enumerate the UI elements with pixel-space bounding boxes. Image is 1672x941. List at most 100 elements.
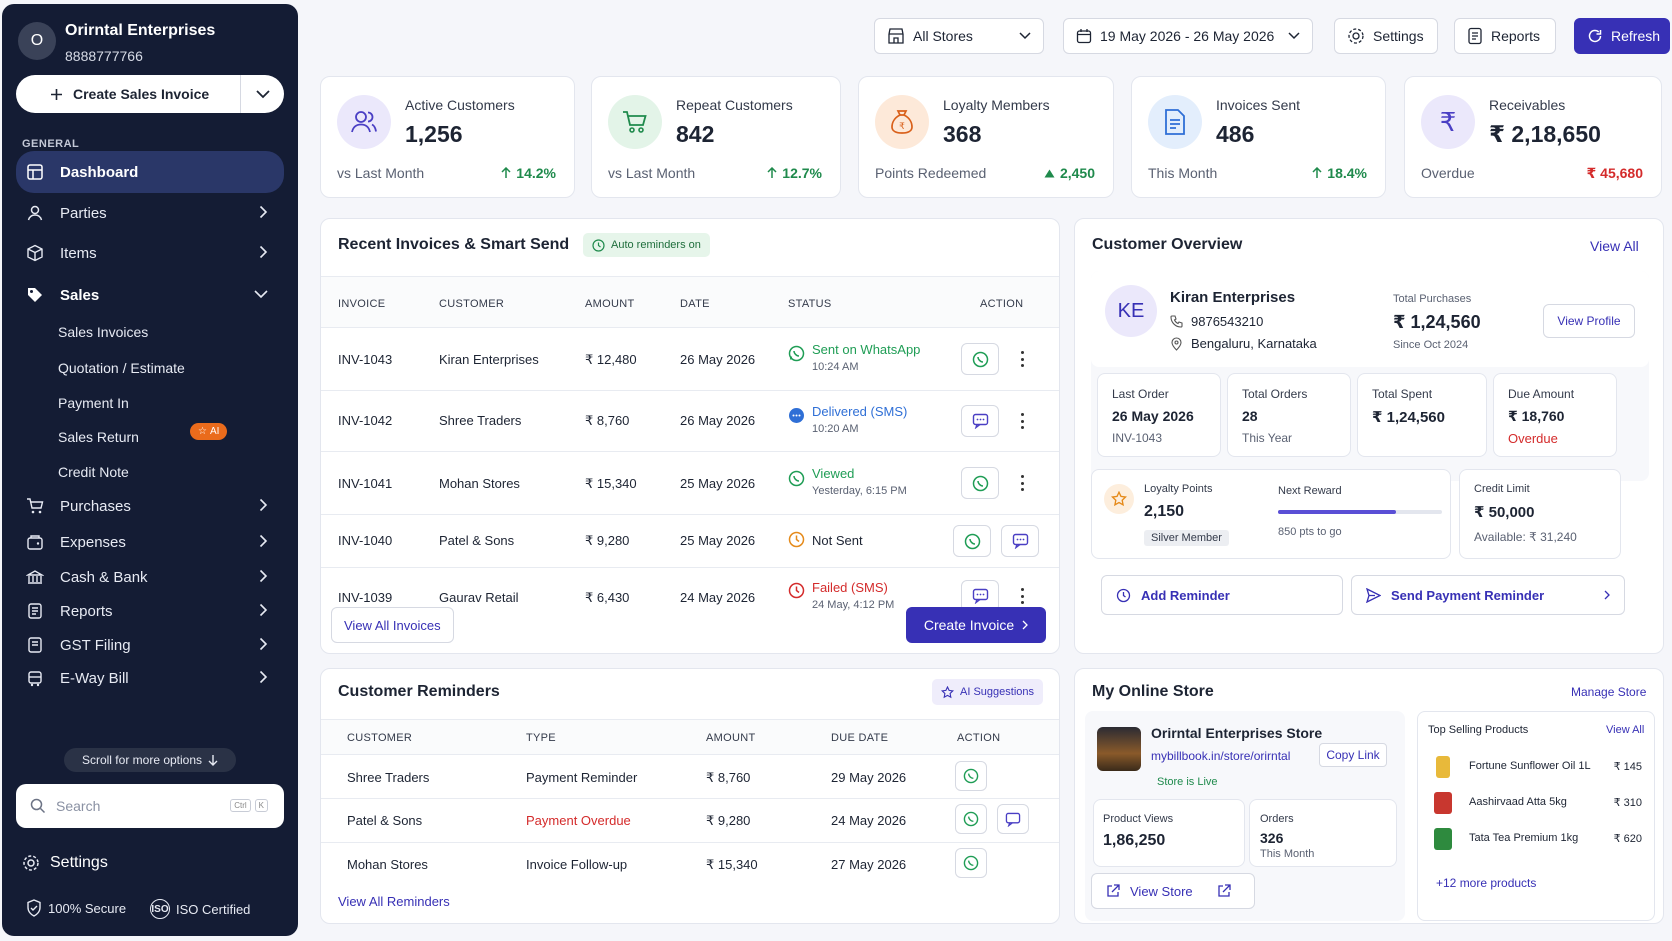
overview-view-all-link[interactable]: View All — [1590, 238, 1639, 254]
whatsapp-remind-button[interactable] — [955, 804, 987, 834]
sidebar-item-parties[interactable]: Parties — [16, 195, 284, 231]
sidebar-sub-sales-return[interactable]: Sales Return — [58, 429, 139, 445]
sidebar-item-gst-filing[interactable]: GST Filing — [16, 627, 284, 663]
stat-card-invoices-sent[interactable]: Invoices Sent 486 This Month 18.4% — [1131, 76, 1386, 198]
table-row[interactable]: INV-1039 Gaurav Retail ₹ 6,430 24 May 20… — [321, 568, 1059, 624]
external-link-icon — [1106, 884, 1120, 898]
sidebar-sub-payment-in[interactable]: Payment In — [58, 395, 129, 411]
list-item[interactable]: Aashirvaad Atta 5kg ₹ 310 — [1418, 786, 1654, 820]
date-range-picker[interactable]: 19 May 2026 - 26 May 2026 — [1063, 18, 1313, 54]
avatar[interactable]: O — [18, 22, 56, 60]
sidebar-item-sales[interactable]: Sales — [16, 277, 284, 313]
sidebar-item-purchases[interactable]: Purchases — [16, 488, 284, 524]
sms-send-button[interactable] — [1001, 525, 1039, 557]
sidebar-item-eway-bill[interactable]: E-Way Bill — [16, 660, 284, 696]
stat-change-value: 18.4% — [1327, 165, 1367, 181]
send-reminder-label: Send Payment Reminder — [1391, 587, 1545, 603]
view-profile-button[interactable]: View Profile — [1543, 304, 1635, 338]
more-options-icon[interactable] — [1020, 351, 1024, 367]
whatsapp-send-button[interactable] — [953, 525, 991, 557]
add-reminder-button[interactable]: Add Reminder — [1101, 575, 1343, 615]
whatsapp-remind-button[interactable] — [955, 761, 987, 791]
cart-icon — [608, 95, 662, 149]
send-payment-reminder-button[interactable]: Send Payment Reminder — [1351, 575, 1625, 615]
view-store-button[interactable]: View Store — [1091, 873, 1255, 909]
sidebar-settings[interactable]: Settings — [22, 854, 108, 872]
sidebar-item-cash-bank[interactable]: Cash & Bank — [16, 559, 284, 595]
view-all-reminders-link[interactable]: View All Reminders — [338, 894, 450, 909]
gear-icon — [1347, 27, 1365, 45]
whatsapp-remind-button[interactable] — [955, 848, 987, 878]
invoice-number[interactable]: INV-1040 — [338, 533, 393, 548]
reports-button[interactable]: Reports — [1454, 18, 1556, 54]
table-row[interactable]: INV-1040 Patel & Sons ₹ 9,280 25 May 202… — [321, 515, 1059, 567]
create-invoice-main[interactable]: Create Sales Invoice — [16, 75, 240, 113]
whatsapp-send-button[interactable] — [961, 343, 999, 375]
loyalty-box: Loyalty Points 2,150 Silver Member Next … — [1091, 469, 1451, 559]
sidebar-item-dashboard[interactable]: Dashboard — [16, 151, 284, 193]
table-row[interactable]: Patel & Sons Payment Overdue ₹ 9,280 24 … — [321, 799, 1059, 842]
sms-send-button[interactable] — [961, 580, 999, 612]
col-status: STATUS — [788, 298, 832, 310]
copy-link-button[interactable]: Copy Link — [1319, 743, 1387, 767]
top-products-view-all[interactable]: View All — [1606, 724, 1645, 736]
invoice-number[interactable]: INV-1042 — [338, 413, 393, 428]
scroll-more-pill[interactable]: Scroll for more options — [64, 748, 236, 772]
invoice-date: 25 May 2026 — [680, 533, 756, 548]
store-filter-select[interactable]: All Stores — [874, 18, 1044, 54]
table-header: CUSTOMER TYPE AMOUNT DUE DATE ACTION — [321, 720, 1059, 754]
sidebar-sub-credit-note[interactable]: Credit Note — [58, 464, 129, 480]
table-row[interactable]: INV-1042 Shree Traders ₹ 8,760 26 May 20… — [321, 391, 1059, 451]
sidebar-sub-quotation[interactable]: Quotation / Estimate — [58, 360, 185, 376]
sms-send-button[interactable] — [961, 405, 999, 437]
store-live-status: Store is Live — [1157, 776, 1218, 788]
settings-button[interactable]: Settings — [1334, 18, 1438, 54]
invoice-number[interactable]: INV-1039 — [338, 590, 393, 605]
invoice-number[interactable]: INV-1043 — [338, 352, 393, 367]
clock-icon — [592, 238, 605, 252]
refresh-button[interactable]: Refresh — [1574, 18, 1670, 54]
invoice-number[interactable]: INV-1041 — [338, 476, 393, 491]
chat-icon — [1012, 533, 1029, 549]
divider — [321, 390, 1059, 391]
divider — [321, 842, 1059, 843]
view-all-invoices-button[interactable]: View All Invoices — [331, 607, 454, 643]
list-item[interactable]: Tata Tea Premium 1kg ₹ 620 — [1418, 822, 1654, 856]
store-url[interactable]: mybillbook.in/store/orirntal — [1151, 749, 1291, 763]
stat-card-receivables[interactable]: ₹ Receivables ₹ 2,18,650 Overdue ₹ 45,68… — [1404, 76, 1662, 198]
sidebar-item-label: E-Way Bill — [60, 669, 129, 687]
sidebar-sub-sales-invoices[interactable]: Sales Invoices — [58, 324, 149, 340]
manage-store-link[interactable]: Manage Store — [1571, 685, 1647, 699]
sidebar-item-label: Expenses — [60, 533, 126, 551]
table-row[interactable]: INV-1041 Mohan Stores ₹ 15,340 25 May 20… — [321, 452, 1059, 514]
search-placeholder: Search — [56, 798, 101, 814]
table-row[interactable]: Shree Traders Payment Reminder ₹ 8,760 2… — [321, 755, 1059, 798]
create-invoice-button[interactable]: Create Invoice — [906, 607, 1046, 643]
sidebar-item-reports[interactable]: Reports — [16, 593, 284, 629]
sidebar-item-expenses[interactable]: Expenses — [16, 524, 284, 560]
sms-remind-button[interactable] — [997, 804, 1029, 834]
date-range-value: 19 May 2026 - 26 May 2026 — [1100, 28, 1275, 44]
star-icon — [1104, 484, 1134, 514]
settings-label: Settings — [50, 854, 108, 871]
sidebar-search[interactable]: Search Ctrl K — [16, 784, 284, 828]
ai-suggestions-button[interactable]: AI Suggestions — [932, 679, 1043, 705]
stat-card-active-customers[interactable]: Active Customers 1,256 vs Last Month 14.… — [320, 76, 575, 198]
star-icon: ☆ — [198, 426, 207, 437]
stat-card-repeat-customers[interactable]: Repeat Customers 842 vs Last Month 12.7% — [591, 76, 841, 198]
create-invoice-dropdown[interactable] — [240, 75, 284, 113]
create-sales-invoice-button[interactable]: Create Sales Invoice — [16, 75, 284, 113]
list-item[interactable]: Fortune Sunflower Oil 1L ₹ 145 — [1418, 750, 1654, 784]
more-options-icon[interactable] — [1020, 588, 1024, 604]
orders-period: This Month — [1260, 848, 1315, 860]
more-options-icon[interactable] — [1020, 475, 1024, 491]
status-time: 10:20 AM — [812, 423, 859, 435]
table-row[interactable]: Mohan Stores Invoice Follow-up ₹ 15,340 … — [321, 843, 1059, 886]
table-row[interactable]: INV-1043 Kiran Enterprises ₹ 12,480 26 M… — [321, 328, 1059, 390]
stat-card-loyalty-members[interactable]: ₹ Loyalty Members 368 Points Redeemed 2,… — [858, 76, 1114, 198]
more-options-icon[interactable] — [1020, 413, 1024, 429]
sidebar-item-items[interactable]: Items — [16, 235, 284, 271]
stat-change-value: 14.2% — [516, 165, 556, 181]
more-products-link[interactable]: +12 more products — [1436, 876, 1537, 890]
whatsapp-send-button[interactable] — [961, 467, 999, 499]
